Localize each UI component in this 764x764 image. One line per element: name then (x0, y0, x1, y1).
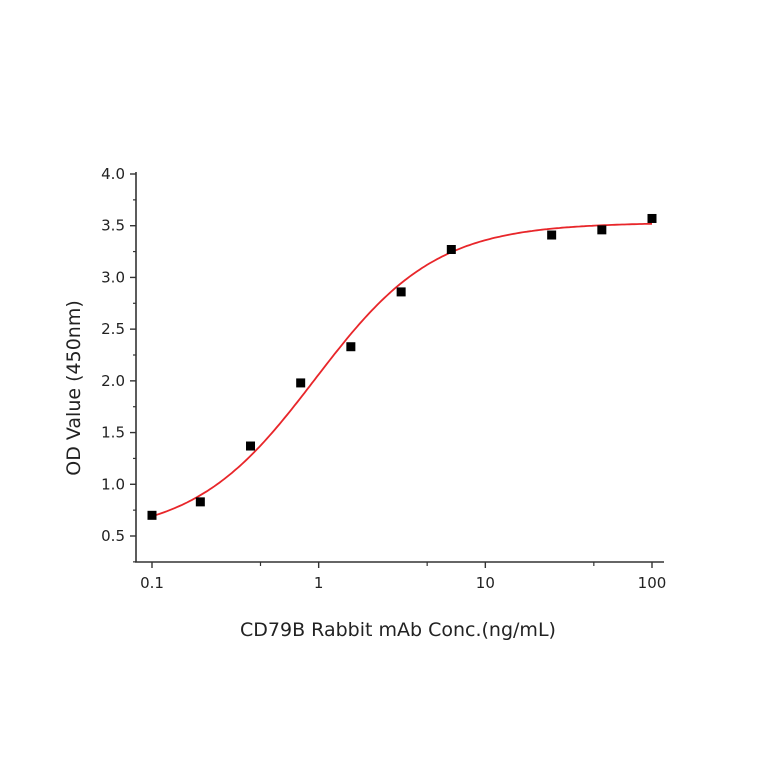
data-point-marker (246, 441, 256, 451)
fit-curve-path (151, 222, 652, 518)
x-tick-label: 0.1 (140, 574, 164, 592)
y-axis-ticks: 0.5 1.0 1.5 2.0 2.5 3.0 3.5 4.0 (101, 165, 136, 563)
data-point-marker (446, 245, 456, 255)
data-point-marker (647, 213, 657, 223)
y-axis-title: OD Value (450nm) (63, 300, 85, 475)
data-point-marker (547, 230, 557, 240)
data-point-marker (296, 378, 306, 388)
x-tick-label: 1 (314, 574, 324, 592)
y-tick-label: 1.0 (101, 475, 125, 493)
y-tick-label: 1.5 (101, 424, 125, 442)
data-point-marker (195, 497, 205, 507)
fit-curve (151, 222, 652, 518)
x-tick-label: 100 (638, 574, 667, 592)
x-axis-ticks: 0.1 1 10 100 (140, 562, 666, 592)
data-points (147, 213, 657, 520)
axes: 0.5 1.0 1.5 2.0 2.5 3.0 3.5 4.0 0.1 1 10 100 (101, 165, 666, 592)
y-tick-label: 3.0 (101, 268, 125, 286)
y-tick-label: 0.5 (101, 527, 125, 545)
x-tick-label: 10 (476, 574, 495, 592)
data-point-marker (346, 342, 356, 352)
x-axis-title: CD79B Rabbit mAb Conc.(ng/mL) (240, 619, 556, 641)
y-tick-label: 4.0 (101, 165, 125, 183)
data-point-marker (396, 287, 406, 297)
y-tick-label: 3.5 (101, 217, 125, 235)
y-tick-label: 2.5 (101, 320, 125, 338)
y-tick-label: 2.0 (101, 372, 125, 390)
data-point-marker (147, 510, 157, 520)
data-point-marker (597, 225, 607, 235)
